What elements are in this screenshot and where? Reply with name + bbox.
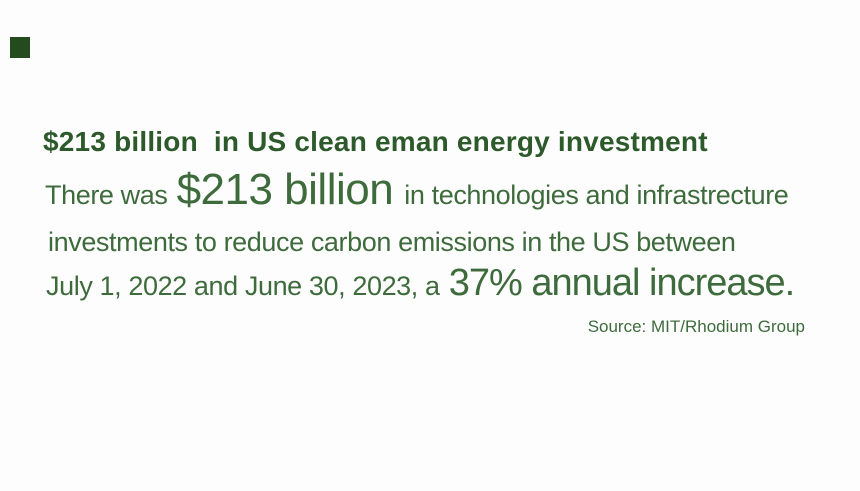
body-line-1: There was $213 billion in technologies a… [45, 165, 789, 214]
stat-annual-increase: 37% annual increase. [448, 262, 795, 304]
body-line-3: July 1, 2022 and June 30, 2023, a 37% an… [46, 264, 798, 302]
body-line-1-post: in technologies and infrastrecture [397, 180, 789, 210]
body-line-2: investments to reduce carbon emissions i… [48, 227, 736, 257]
decorative-corner-square [10, 37, 30, 58]
body-line-1-pre: There was [45, 180, 175, 210]
headline: $213 billion in US clean eman energy inv… [43, 126, 708, 157]
stat-investment-amount: $213 billion [176, 165, 394, 214]
body-line-3-pre: July 1, 2022 and June 30, 2023, a [46, 271, 447, 301]
source-attribution: Source: MIT/Rhodium Group [587, 317, 805, 336]
